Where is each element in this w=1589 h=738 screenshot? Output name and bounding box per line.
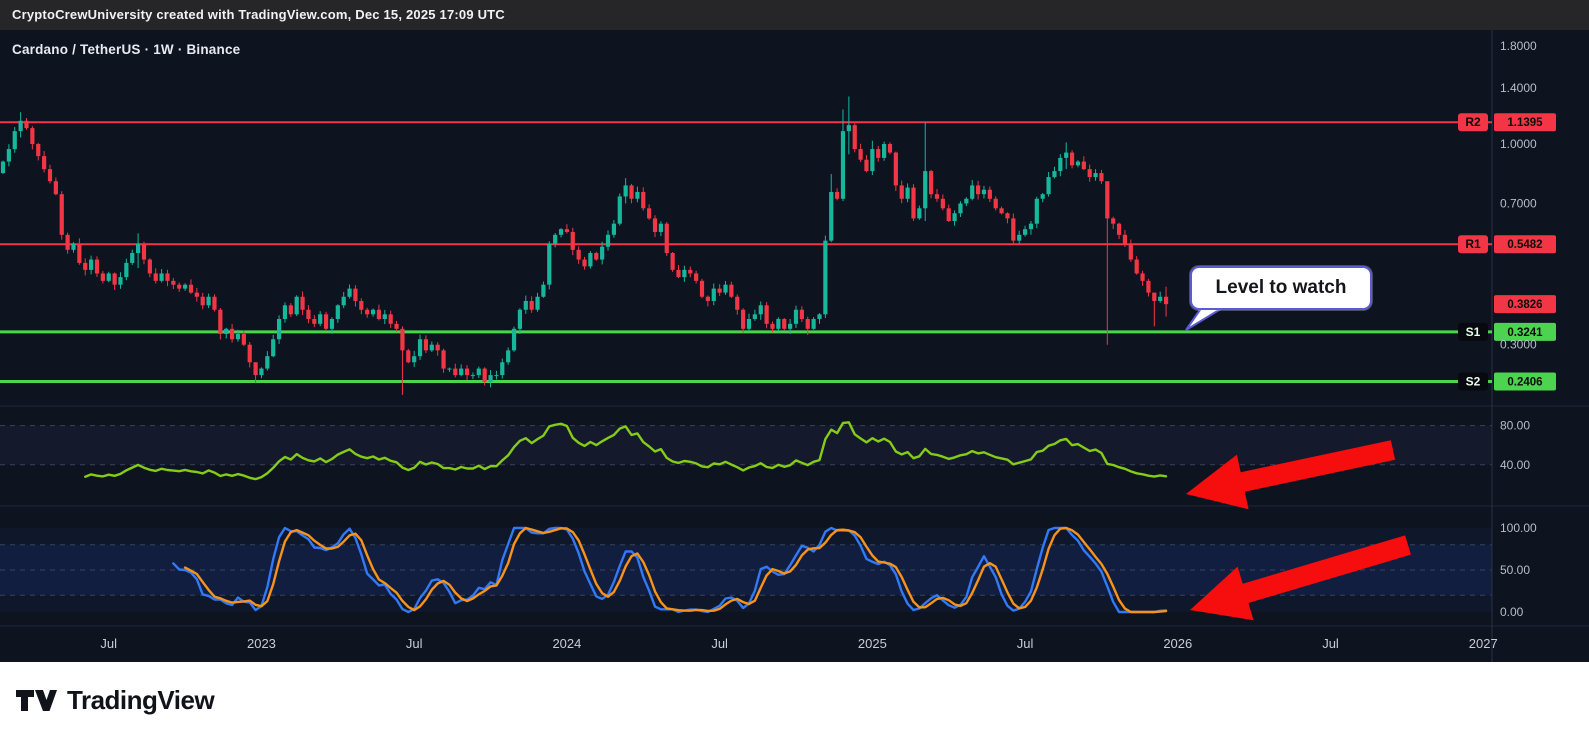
time-axis-tick: Jul	[711, 636, 728, 651]
time-axis-tick: 2025	[858, 636, 887, 651]
svg-text:S1: S1	[1466, 325, 1481, 339]
svg-text:0.2406: 0.2406	[1507, 376, 1542, 388]
svg-text:2023: 2023	[247, 636, 276, 651]
svg-text:2025: 2025	[858, 636, 887, 651]
price-axis-tick: 0.3000	[1500, 338, 1537, 352]
time-axis-tick: Jul	[1017, 636, 1034, 651]
svg-text:100.00: 100.00	[1500, 521, 1537, 535]
level-chip-r2: R2	[1458, 113, 1488, 132]
price-badge-s2: 0.2406	[1494, 372, 1556, 391]
attribution-text: CryptoCrewUniversity created with Tradin…	[12, 7, 505, 22]
price-axis-tick: 1.8000	[1500, 39, 1537, 53]
svg-text:R2: R2	[1465, 115, 1481, 129]
red-arrow-annotation[interactable]	[1190, 535, 1411, 621]
price-axis-tick: 0.7000	[1500, 196, 1537, 210]
level-to-watch-callout[interactable]: Level to watch	[1190, 266, 1372, 310]
price-badge-r2: 1.1395	[1494, 113, 1556, 132]
price-axis-tick: 1.4000	[1500, 81, 1537, 95]
svg-text:0.7000: 0.7000	[1500, 196, 1537, 210]
svg-text:0.3000: 0.3000	[1500, 338, 1537, 352]
price-badge-r1: 0.5482	[1494, 235, 1556, 254]
tradingview-logo-icon	[16, 689, 57, 711]
svg-text:50.00: 50.00	[1500, 563, 1530, 577]
footer-bar: TradingView	[0, 662, 1589, 738]
stoch-axis-tick: 0.00	[1500, 605, 1524, 619]
time-axis-tick: 2026	[1163, 636, 1192, 651]
svg-text:2027: 2027	[1469, 636, 1498, 651]
symbol-title: Cardano / TetherUS · 1W · Binance	[12, 42, 241, 57]
svg-text:R1: R1	[1465, 237, 1481, 251]
svg-text:1.1395: 1.1395	[1507, 117, 1543, 129]
rsi-axis-tick: 80.00	[1500, 419, 1530, 433]
stoch-axis-tick: 100.00	[1500, 521, 1537, 535]
svg-text:1.4000: 1.4000	[1500, 81, 1537, 95]
svg-text:1.8000: 1.8000	[1500, 39, 1537, 53]
time-axis-tick: Jul	[406, 636, 423, 651]
tradingview-brand-text: TradingView	[67, 684, 215, 715]
price-badge-s1: 0.3241	[1494, 322, 1556, 341]
svg-text:Jul: Jul	[406, 636, 423, 651]
svg-text:Jul: Jul	[1322, 636, 1339, 651]
svg-text:S2: S2	[1466, 374, 1481, 388]
candlestick-series	[0, 96, 1169, 395]
rsi-line	[84, 421, 1168, 481]
svg-text:Jul: Jul	[1017, 636, 1034, 651]
svg-text:1.0000: 1.0000	[1500, 137, 1537, 151]
time-axis-tick: 2024	[552, 636, 581, 651]
stoch-axis-tick: 50.00	[1500, 563, 1530, 577]
svg-text:40.00: 40.00	[1500, 458, 1530, 472]
rsi-axis-tick: 40.00	[1500, 458, 1530, 472]
callout-text: Level to watch	[1215, 277, 1347, 298]
svg-text:0.3241: 0.3241	[1507, 327, 1543, 339]
svg-text:Jul: Jul	[711, 636, 728, 651]
time-axis-tick: 2027	[1469, 636, 1498, 651]
time-axis-tick: 2023	[247, 636, 276, 651]
time-axis-tick: Jul	[100, 636, 117, 651]
level-chip-r1: R1	[1458, 235, 1488, 254]
price-axis-tick: 1.0000	[1500, 137, 1537, 151]
callout-tail	[1185, 306, 1228, 331]
level-chip-s2: S2	[1458, 372, 1488, 391]
svg-text:2026: 2026	[1163, 636, 1192, 651]
chart-area[interactable]: R2 1.1395 R1 0.5482 S1 0.3241 S2 0.2406 1.8000 1.…	[0, 30, 1589, 662]
current-price-badge: 0.3826	[1494, 295, 1556, 314]
rsi-band-fill	[0, 425, 1492, 465]
chart-canvas[interactable]: R2 1.1395 R1 0.5482 S1 0.3241 S2 0.2406 1.8000 1.…	[0, 30, 1589, 662]
stoch-d-line	[183, 526, 1168, 614]
svg-text:0.00: 0.00	[1500, 605, 1524, 619]
time-axis-tick: Jul	[1322, 636, 1339, 651]
svg-text:0.5482: 0.5482	[1507, 239, 1542, 251]
svg-text:2024: 2024	[552, 636, 581, 651]
svg-text:80.00: 80.00	[1500, 419, 1530, 433]
attribution-bar: CryptoCrewUniversity created with Tradin…	[0, 0, 1589, 30]
svg-text:Jul: Jul	[100, 636, 117, 651]
red-arrow-annotation[interactable]	[1186, 440, 1396, 510]
svg-text:0.3826: 0.3826	[1507, 299, 1542, 311]
level-chip-s1: S1	[1458, 322, 1488, 341]
